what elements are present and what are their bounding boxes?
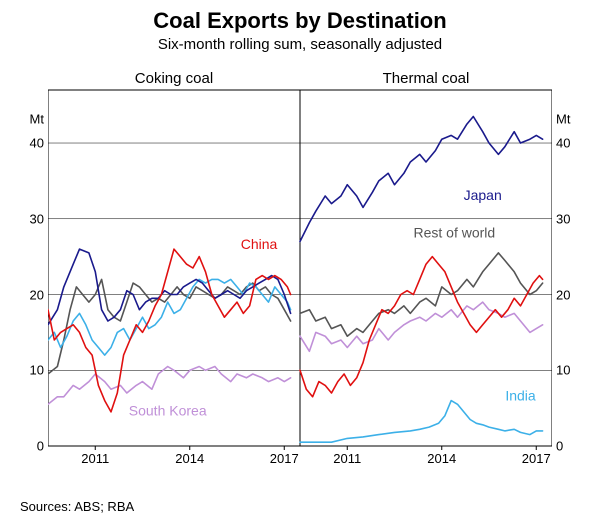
svg-text:China: China — [241, 236, 278, 252]
svg-text:2011: 2011 — [333, 451, 361, 466]
chart-container: Coal Exports by Destination Six-month ro… — [0, 0, 600, 520]
y-unit-left: Mt — [20, 112, 44, 127]
y-tick-right: 30 — [556, 211, 580, 226]
chart-subtitle: Six-month rolling sum, seasonally adjust… — [0, 34, 600, 53]
sources-text: Sources: ABS; RBA — [20, 499, 134, 514]
svg-text:2017: 2017 — [522, 451, 551, 466]
svg-text:2014: 2014 — [175, 451, 204, 466]
svg-text:Rest of world: Rest of world — [413, 225, 495, 241]
y-tick-left: 20 — [20, 287, 44, 302]
y-tick-left: 30 — [20, 211, 44, 226]
y-tick-left: 40 — [20, 136, 44, 151]
svg-text:2014: 2014 — [427, 451, 456, 466]
svg-text:India: India — [505, 388, 536, 404]
plot-area: 2011 2014 2017 2011 2014 2017 Coking coal Therm… — [48, 68, 552, 468]
y-tick-right: 40 — [556, 136, 580, 151]
y-tick-right: 20 — [556, 287, 580, 302]
svg-text:Thermal coal: Thermal coal — [383, 70, 470, 87]
y-tick-right: 0 — [556, 439, 580, 454]
svg-text:2011: 2011 — [81, 451, 109, 466]
chart-title: Coal Exports by Destination — [0, 0, 600, 34]
svg-text:South Korea: South Korea — [129, 403, 207, 419]
y-tick-left: 10 — [20, 363, 44, 378]
y-unit-right: Mt — [556, 112, 580, 127]
y-tick-right: 10 — [556, 363, 580, 378]
svg-text:Japan: Japan — [464, 187, 502, 203]
y-tick-left: 0 — [20, 439, 44, 454]
svg-text:2017: 2017 — [270, 451, 299, 466]
plot-svg: 2011 2014 2017 2011 2014 2017 Coking coal Therm… — [48, 68, 552, 468]
svg-text:Coking coal: Coking coal — [135, 70, 213, 87]
